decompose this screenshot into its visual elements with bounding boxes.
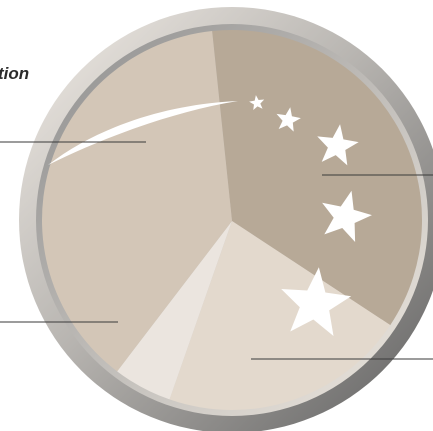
pie-slice-1 [212, 29, 423, 326]
pie-slices [42, 29, 423, 410]
star-4 [322, 190, 372, 243]
star-2 [276, 107, 301, 132]
pie-decorations [48, 95, 372, 337]
star-5 [281, 267, 352, 337]
chart-title: tion [0, 64, 30, 83]
pie-slice-4 [42, 31, 233, 372]
pie-slice-2 [169, 221, 391, 410]
leader-lines [0, 141, 433, 360]
pie-slice-3 [117, 221, 232, 400]
star-3 [317, 124, 359, 166]
star-1 [249, 95, 265, 111]
